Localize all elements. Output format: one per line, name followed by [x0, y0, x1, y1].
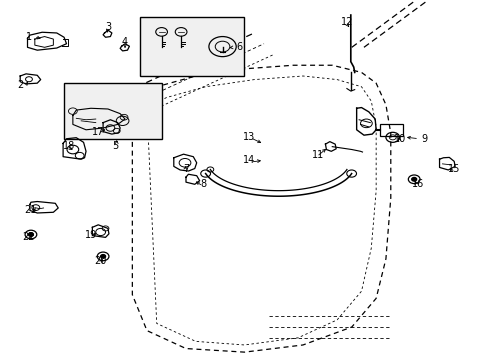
- Bar: [379, 124, 403, 136]
- Text: 3: 3: [105, 22, 111, 32]
- Text: 16: 16: [410, 179, 423, 189]
- Text: 1: 1: [26, 32, 32, 41]
- Circle shape: [28, 233, 33, 236]
- Text: 17: 17: [92, 127, 104, 136]
- Text: 10: 10: [394, 134, 406, 144]
- Text: 6: 6: [236, 42, 242, 52]
- Bar: [140, 17, 244, 76]
- Text: 9: 9: [421, 134, 427, 144]
- Text: 14: 14: [243, 155, 255, 165]
- Text: 13: 13: [243, 132, 255, 142]
- Text: 20: 20: [94, 256, 106, 266]
- Text: 8: 8: [200, 179, 206, 189]
- Text: 15: 15: [447, 164, 459, 174]
- Bar: [64, 83, 161, 139]
- Text: 5: 5: [112, 141, 118, 151]
- Text: 22: 22: [22, 232, 35, 242]
- Text: 7: 7: [183, 164, 189, 174]
- Text: 4: 4: [122, 37, 128, 47]
- Text: 21: 21: [24, 206, 36, 216]
- Text: 2: 2: [17, 80, 23, 90]
- Text: 19: 19: [84, 230, 97, 239]
- Circle shape: [101, 255, 105, 258]
- Circle shape: [411, 177, 416, 181]
- Text: 18: 18: [62, 141, 75, 151]
- Text: 11: 11: [311, 150, 323, 160]
- Text: 12: 12: [340, 17, 352, 27]
